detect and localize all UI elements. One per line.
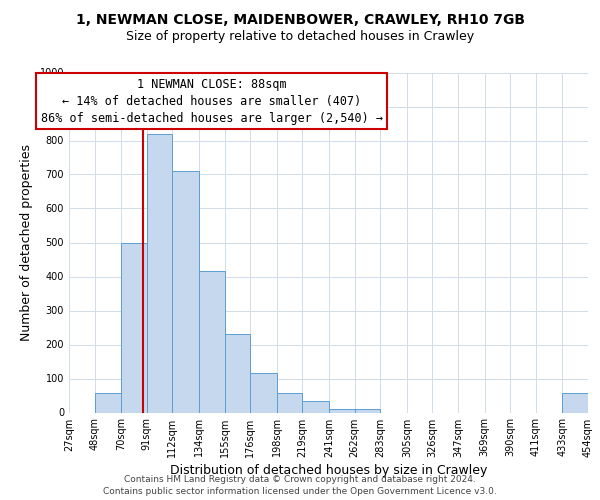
Bar <box>329 409 355 412</box>
Text: Contains HM Land Registry data © Crown copyright and database right 2024.: Contains HM Land Registry data © Crown c… <box>124 476 476 484</box>
Bar <box>562 393 588 412</box>
X-axis label: Distribution of detached houses by size in Crawley: Distribution of detached houses by size … <box>170 464 487 476</box>
Bar <box>147 134 172 412</box>
Text: 1 NEWMAN CLOSE: 88sqm
← 14% of detached houses are smaller (407)
86% of semi-det: 1 NEWMAN CLOSE: 88sqm ← 14% of detached … <box>41 78 383 124</box>
Y-axis label: Number of detached properties: Number of detached properties <box>20 144 32 341</box>
Text: Contains public sector information licensed under the Open Government Licence v3: Contains public sector information licen… <box>103 486 497 496</box>
Bar <box>355 409 380 412</box>
Bar <box>302 400 329 412</box>
Bar <box>224 334 250 412</box>
Bar <box>199 272 224 412</box>
Text: 1, NEWMAN CLOSE, MAIDENBOWER, CRAWLEY, RH10 7GB: 1, NEWMAN CLOSE, MAIDENBOWER, CRAWLEY, R… <box>76 12 524 26</box>
Text: Size of property relative to detached houses in Crawley: Size of property relative to detached ho… <box>126 30 474 43</box>
Bar <box>95 393 121 412</box>
Bar <box>121 242 147 412</box>
Bar <box>172 171 199 412</box>
Bar <box>277 393 302 412</box>
Bar <box>250 374 277 412</box>
